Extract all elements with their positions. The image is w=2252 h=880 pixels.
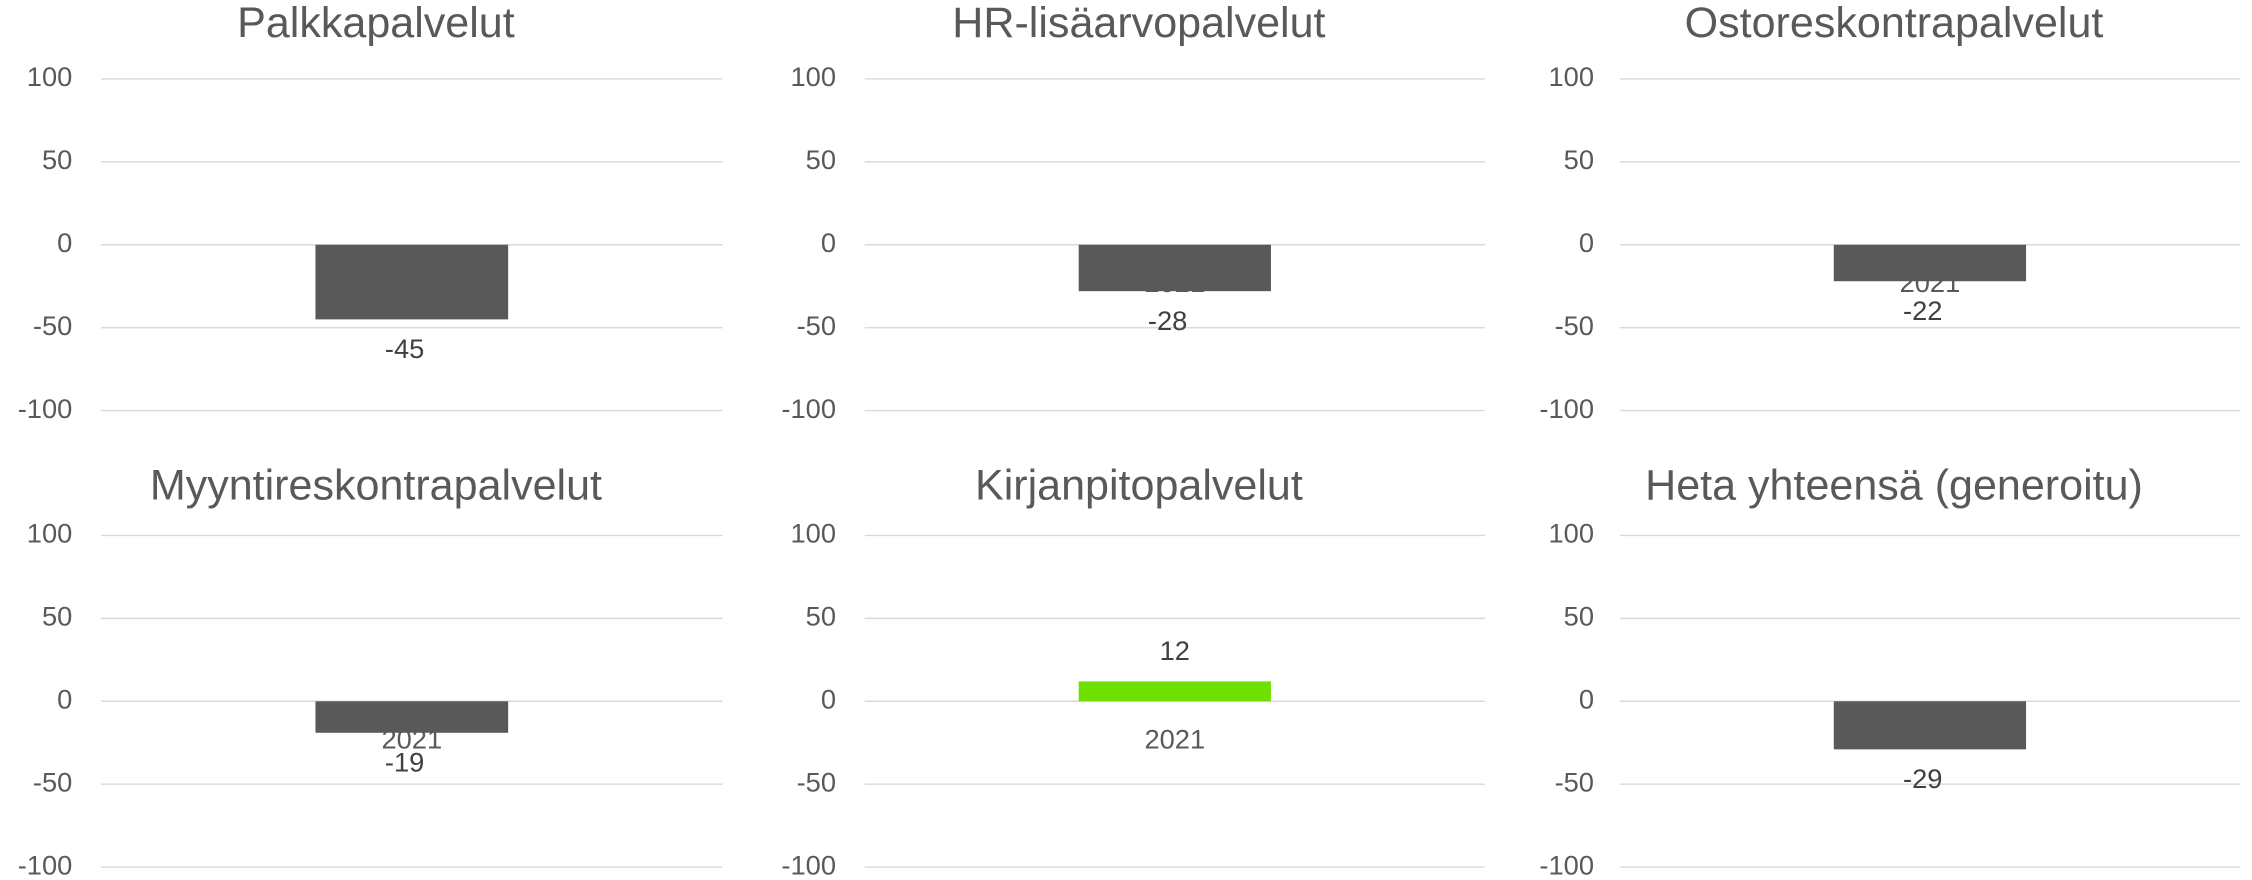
y-tick-label: -100 xyxy=(1539,393,1594,424)
value-label: 12 xyxy=(1160,635,1190,666)
y-tick-label: -100 xyxy=(18,393,73,424)
y-tick-label: 100 xyxy=(27,518,72,549)
y-tick-label: 100 xyxy=(27,61,72,92)
y-tick-label: -50 xyxy=(797,766,836,797)
y-tick-label: 0 xyxy=(1579,227,1594,258)
value-label: -28 xyxy=(1148,305,1187,336)
category-label: 2021 xyxy=(1144,724,1205,755)
value-label: -29 xyxy=(1903,763,1942,794)
y-tick-label: -50 xyxy=(797,310,836,341)
chart-title: HR-lisäarvopalvelut xyxy=(952,0,1325,47)
y-tick-label: 50 xyxy=(1564,144,1594,175)
chart-title: Myyntireskontrapalvelut xyxy=(150,461,602,509)
chart-title: Heta yhteensä (generoitu) xyxy=(1645,461,2143,509)
y-tick-label: 0 xyxy=(57,683,72,714)
y-tick-label: -50 xyxy=(33,310,72,341)
bar xyxy=(315,701,509,733)
y-tick-label: -100 xyxy=(1539,849,1594,880)
bar xyxy=(1833,701,2027,750)
category-label: 2021 xyxy=(381,267,442,298)
y-tick-label: 50 xyxy=(806,144,836,175)
y-tick-label: -100 xyxy=(781,393,836,424)
y-tick-label: 100 xyxy=(1548,518,1594,549)
chart-title: Kirjanpitopalvelut xyxy=(975,461,1303,509)
y-tick-label: 50 xyxy=(1564,601,1594,632)
bar xyxy=(1833,244,2027,282)
y-tick-label: -100 xyxy=(781,849,836,880)
bar xyxy=(315,244,509,320)
chart-title: Ostoreskontrapalvelut xyxy=(1685,0,2104,47)
category-label: 2021 xyxy=(1900,724,1961,755)
y-tick-label: -50 xyxy=(1555,310,1594,341)
y-tick-label: 100 xyxy=(1548,61,1594,92)
chart-title: Palkkapalvelut xyxy=(237,0,515,47)
bar xyxy=(1078,244,1271,292)
value-label: -19 xyxy=(385,747,424,778)
category-label: 2021 xyxy=(1144,267,1205,298)
y-tick-label: -50 xyxy=(33,766,72,797)
category-label: 2021 xyxy=(381,724,442,755)
value-label: -45 xyxy=(385,333,424,364)
y-tick-label: 0 xyxy=(821,683,836,714)
y-tick-label: -100 xyxy=(18,849,73,880)
y-tick-label: 50 xyxy=(42,601,72,632)
value-label: -22 xyxy=(1903,295,1942,326)
y-tick-label: 0 xyxy=(57,227,72,258)
y-tick-label: 50 xyxy=(806,601,836,632)
y-tick-label: 0 xyxy=(821,227,836,258)
y-tick-label: 0 xyxy=(1579,683,1594,714)
y-tick-label: -50 xyxy=(1555,766,1594,797)
y-tick-label: 50 xyxy=(42,144,72,175)
y-tick-label: 100 xyxy=(791,61,837,92)
y-tick-label: 100 xyxy=(791,518,837,549)
category-label: 2021 xyxy=(1900,267,1961,298)
bar xyxy=(1078,681,1271,702)
